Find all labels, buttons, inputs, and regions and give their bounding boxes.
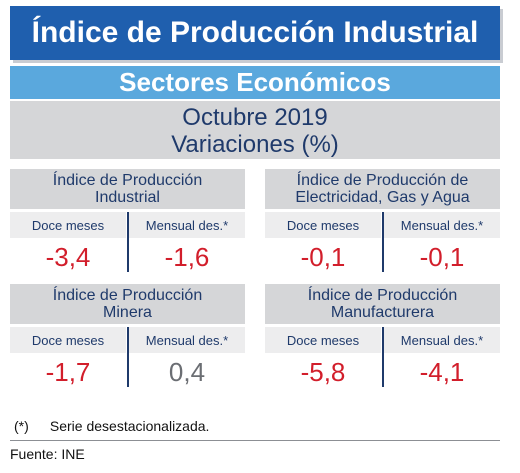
twelve-month-value: -1,7 [45,357,91,387]
panel-title-line2: Manufacturera [330,304,435,321]
panel-title-line1: Índice de Producción de [296,172,469,189]
period-box: Octubre 2019 Variaciones (%) [10,101,500,159]
column-divider [127,327,129,387]
panel-header: Índice de Producción Minera [10,284,245,324]
column-divider [127,212,129,272]
twelve-month-label: Doce meses [265,327,381,353]
panel-title-line2: Electricidad, Gas y Agua [295,189,470,206]
panel-header: Índice de Producción de Electricidad, Ga… [265,169,500,209]
column-divider [382,327,384,387]
monthly-value: 0,4 [168,357,206,387]
panel-header: Índice de Producción Industrial [10,169,245,209]
twelve-month-label: Doce meses [265,212,381,238]
panel-header: Índice de Producción Manufacturera [265,284,500,324]
panel-mining: Índice de Producción Minera Doce meses M… [10,284,245,389]
page-title: Índice de Producción Industrial [10,6,500,60]
panel-values: Doce meses Mensual des.* -5,8 -4,1 [265,327,500,389]
panel-manufacturing: Índice de Producción Manufacturera Doce … [265,284,500,389]
panel-title-line1: Índice de Producción [307,287,458,304]
period-unit: Variaciones (%) [171,131,339,158]
period-month: Octubre 2019 [182,104,328,131]
panel-values: Doce meses Mensual des.* -0,1 -0,1 [265,212,500,274]
footnote: (*) Serie desestacionalizada. [14,418,209,434]
panel-title-line2: Minera [103,304,152,321]
footnote-mark: (*) [14,418,29,434]
twelve-month-label: Doce meses [10,327,126,353]
twelve-month-value: -3,4 [45,242,91,272]
monthly-label: Mensual des.* [129,212,245,238]
panel-title-line1: Índice de Producción [52,287,203,304]
monthly-value: -4,1 [419,357,465,387]
twelve-month-value: -5,8 [300,357,346,387]
panel-title-line1: Índice de Producción [52,172,203,189]
monthly-value: -0,1 [419,242,465,272]
monthly-label: Mensual des.* [384,212,500,238]
panel-values: Doce meses Mensual des.* -3,4 -1,6 [10,212,245,274]
panel-values: Doce meses Mensual des.* -1,7 0,4 [10,327,245,389]
monthly-label: Mensual des.* [129,327,245,353]
section-subtitle-text: Sectores Económicos [119,67,391,97]
column-divider [382,212,384,272]
monthly-value: -1,6 [164,242,210,272]
twelve-month-value: -0,1 [300,242,346,272]
divider [10,440,500,441]
source-label: Fuente: INE [10,446,85,462]
panel-industrial: Índice de Producción Industrial Doce mes… [10,169,245,274]
twelve-month-label: Doce meses [10,212,126,238]
footnote-text: Serie desestacionalizada. [49,418,210,434]
page-title-text: Índice de Producción Industrial [31,16,479,49]
section-subtitle: Sectores Económicos [10,66,500,99]
panel-title-line2: Industrial [95,189,160,206]
panel-electricity: Índice de Producción de Electricidad, Ga… [265,169,500,274]
monthly-label: Mensual des.* [384,327,500,353]
